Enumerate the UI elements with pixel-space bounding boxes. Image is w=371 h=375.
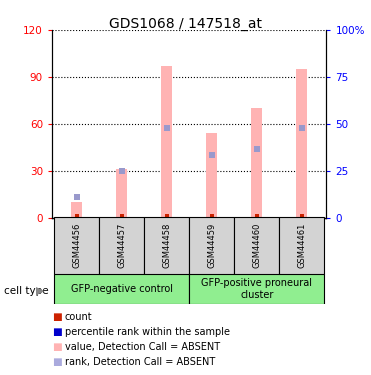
Text: GSM44457: GSM44457 — [117, 223, 126, 268]
Bar — [75, 214, 79, 217]
FancyBboxPatch shape — [54, 217, 99, 274]
Bar — [251, 108, 262, 218]
Text: percentile rank within the sample: percentile rank within the sample — [65, 327, 230, 337]
Bar — [161, 66, 173, 218]
Text: count: count — [65, 312, 92, 322]
Bar — [120, 214, 124, 217]
Text: GDS1068 / 147518_at: GDS1068 / 147518_at — [109, 17, 262, 31]
Text: GSM44459: GSM44459 — [207, 223, 216, 268]
FancyBboxPatch shape — [279, 217, 324, 274]
Text: value, Detection Call = ABSENT: value, Detection Call = ABSENT — [65, 342, 220, 352]
FancyBboxPatch shape — [189, 274, 324, 304]
Bar — [71, 202, 82, 217]
Bar — [300, 214, 304, 217]
Text: ■: ■ — [52, 342, 62, 352]
Text: ■: ■ — [52, 327, 62, 337]
Text: ■: ■ — [52, 357, 62, 367]
Bar — [255, 214, 259, 217]
Text: rank, Detection Call = ABSENT: rank, Detection Call = ABSENT — [65, 357, 215, 367]
Text: ■: ■ — [52, 312, 62, 322]
Text: GSM44456: GSM44456 — [72, 223, 81, 268]
Text: cell type: cell type — [4, 286, 48, 296]
Text: ▶: ▶ — [36, 286, 44, 296]
Text: GSM44461: GSM44461 — [297, 223, 306, 268]
FancyBboxPatch shape — [189, 217, 234, 274]
Bar — [206, 133, 217, 218]
FancyBboxPatch shape — [234, 217, 279, 274]
Bar — [116, 169, 127, 217]
Bar — [296, 69, 307, 218]
Text: GFP-positive proneural
cluster: GFP-positive proneural cluster — [201, 278, 312, 300]
FancyBboxPatch shape — [144, 217, 189, 274]
Text: GSM44458: GSM44458 — [162, 223, 171, 268]
FancyBboxPatch shape — [54, 274, 189, 304]
Bar — [165, 214, 169, 217]
FancyBboxPatch shape — [99, 217, 144, 274]
Text: GFP-negative control: GFP-negative control — [71, 284, 173, 294]
Text: GSM44460: GSM44460 — [252, 223, 261, 268]
Bar — [210, 214, 214, 217]
